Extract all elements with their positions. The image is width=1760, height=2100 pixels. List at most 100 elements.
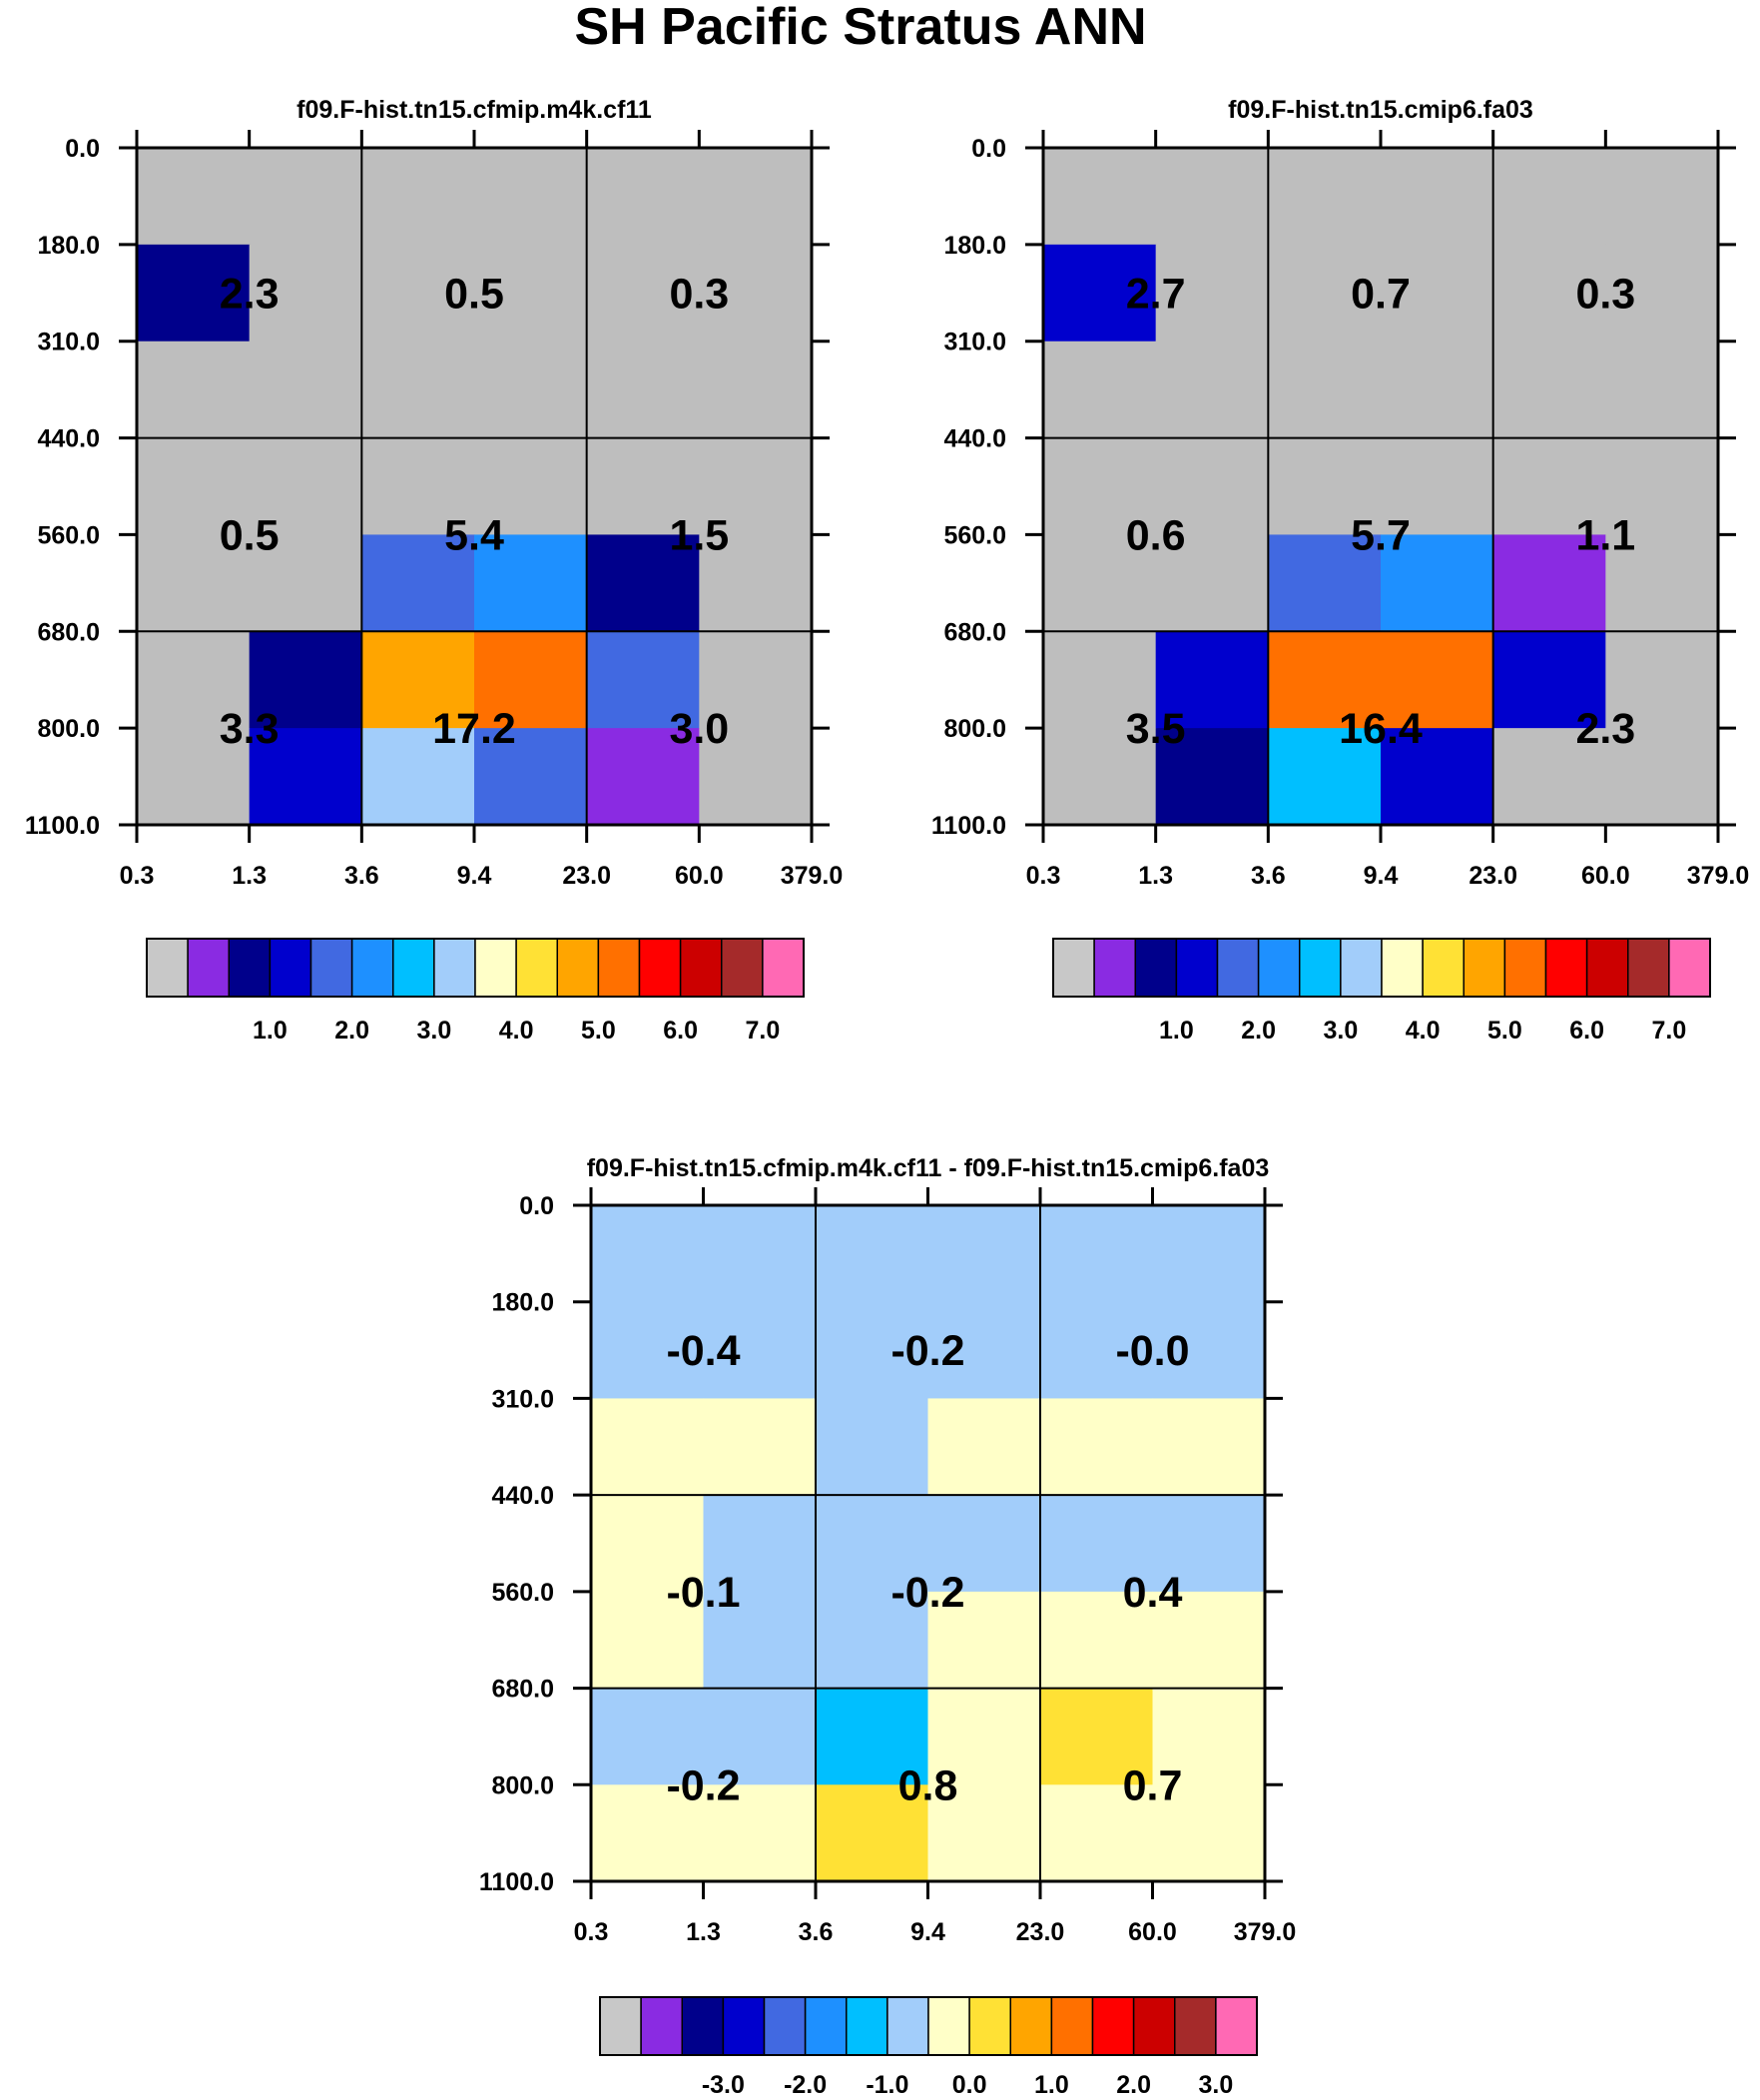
- colorbar-swatch: [763, 1996, 807, 2056]
- heatmap-cell: [1152, 1688, 1266, 1785]
- y-tick-label: 180.0: [943, 232, 1006, 260]
- heatmap-cell: [703, 1591, 817, 1690]
- heatmap-cell: [1043, 534, 1157, 632]
- colorbar-swatch: [927, 1996, 970, 2056]
- colorbar-label: 2.0: [1116, 2071, 1151, 2099]
- box-value-label: 16.4: [1339, 705, 1423, 753]
- panel-title: f09.F-hist.tn15.cfmip.m4k.cf11: [296, 96, 652, 124]
- heatmap-cell: [586, 148, 700, 246]
- colorbar: 1.0 2.0 3.0 4.0 5.0 6.0 7.0: [146, 938, 805, 1045]
- heatmap-cell: [586, 631, 700, 729]
- colorbar-swatch: [392, 938, 435, 998]
- colorbar-swatch: [187, 938, 230, 998]
- heatmap-cell: [1152, 1784, 1266, 1882]
- heatmap-cell: [1605, 728, 1719, 826]
- heatmap-cell: [699, 244, 813, 343]
- heatmap-cell: [1152, 1495, 1266, 1593]
- y-tick-label: 1100.0: [479, 1868, 554, 1896]
- colorbar-swatch: [1215, 1996, 1258, 2056]
- colorbar-label: -1.0: [866, 2071, 908, 2099]
- heatmap-cell: [474, 728, 588, 826]
- heatmap-cell: [1043, 631, 1157, 729]
- colorbar-swatch: [433, 938, 476, 998]
- heatmap-cell: [1155, 148, 1269, 246]
- panels: f09.F-hist.tn15.cfmip.m4k.cf11 0.3 1.3 3.6 9…: [25, 96, 1749, 2099]
- box-value-label: 0.6: [1126, 511, 1186, 559]
- heatmap-cell: [1381, 341, 1494, 439]
- heatmap-cell: [1152, 1301, 1266, 1400]
- box-value-label: 1.1: [1575, 511, 1635, 559]
- colorbar-label: 5.0: [581, 1017, 616, 1045]
- x-tick-label: 9.4: [457, 862, 492, 890]
- y-tick-label: 310.0: [37, 329, 100, 356]
- heatmap-cell: [1040, 1301, 1154, 1400]
- colorbar-label: 0.0: [952, 2071, 987, 2099]
- heatmap-cell: [1155, 534, 1269, 632]
- colorbar-label: 7.0: [1651, 1017, 1686, 1045]
- heatmap-cell: [927, 1301, 1041, 1400]
- x-tick-label: 9.4: [1364, 862, 1399, 890]
- colorbar: -3.0 -2.0 -1.0 0.0 1.0 2.0 3.0: [599, 1996, 1258, 2099]
- x-tick-label: 379.0: [1234, 1918, 1297, 1946]
- colorbar-label: 3.0: [416, 1017, 451, 1045]
- heatmap-cell: [1268, 631, 1382, 729]
- heatmap-cell: [474, 341, 588, 439]
- colorbar-swatch: [1257, 938, 1301, 998]
- heatmap-cell: [591, 1591, 705, 1690]
- heatmap-cell: [249, 631, 362, 729]
- colorbar-swatch: [1668, 938, 1711, 998]
- heatmap-cell: [1155, 341, 1269, 439]
- colorbar-swatch: [1544, 938, 1588, 998]
- heatmap-cell: [586, 244, 700, 343]
- colorbar-border: [599, 1996, 1258, 2056]
- y-tick-label: 310.0: [943, 329, 1006, 356]
- colorbar-swatch: [640, 1996, 683, 2056]
- heatmap-cell: [474, 437, 588, 536]
- heatmap-cell: [1152, 1591, 1266, 1690]
- colorbar-swatch: [599, 1996, 642, 2056]
- colorbar-swatch: [1132, 1996, 1176, 2056]
- colorbar-swatch: [886, 1996, 929, 2056]
- heatmap-cell: [703, 1398, 817, 1496]
- heatmap-cell: [249, 534, 362, 632]
- heatmap-cell: [591, 1205, 705, 1303]
- box-value-label: -0.2: [890, 1327, 964, 1375]
- box-value-label: 0.4: [1123, 1569, 1183, 1617]
- heatmap-cell: [1155, 631, 1269, 729]
- box-value-label: -0.2: [666, 1761, 740, 1809]
- x-tick-label: 1.3: [1138, 862, 1173, 890]
- heatmap-cell: [249, 244, 362, 343]
- colorbar-label: 5.0: [1487, 1017, 1522, 1045]
- colorbar-label: 3.0: [1323, 1017, 1358, 1045]
- x-tick-label: 60.0: [1128, 1918, 1177, 1946]
- heatmap-cell: [1605, 437, 1719, 536]
- heatmap-cell: [1605, 534, 1719, 632]
- x-tick-label: 3.6: [1251, 862, 1286, 890]
- colorbar-border: [1052, 938, 1711, 998]
- y-tick-label: 310.0: [491, 1385, 554, 1413]
- colorbar-label: 1.0: [1159, 1017, 1194, 1045]
- colorbar: 1.0 2.0 3.0 4.0 5.0 6.0 7.0: [1052, 938, 1711, 1045]
- x-tick-label: 60.0: [1581, 862, 1630, 890]
- x-tick-label: 1.3: [686, 1918, 721, 1946]
- heatmap-cell: [927, 1591, 1041, 1690]
- y-tick-label: 1100.0: [25, 812, 100, 840]
- heatmap-cell: [474, 534, 588, 632]
- colorbar-swatch: [1585, 938, 1629, 998]
- y-tick-label: 680.0: [491, 1676, 554, 1704]
- heatmap-cell: [1381, 534, 1494, 632]
- heatmap-cell: [474, 148, 588, 246]
- heatmap-cell: [474, 244, 588, 343]
- colorbar-swatch: [1093, 938, 1136, 998]
- heatmap-cell: [1268, 437, 1382, 536]
- box-value-label: -0.1: [666, 1569, 740, 1617]
- heatmap-cell: [1043, 437, 1157, 536]
- heatmap-cell: [927, 1205, 1041, 1303]
- x-tick-label: 0.3: [574, 1918, 609, 1946]
- y-tick-label: 560.0: [37, 521, 100, 549]
- y-tick-label: 800.0: [37, 715, 100, 743]
- y-tick-label: 560.0: [491, 1579, 554, 1607]
- colorbar-swatch: [1216, 938, 1260, 998]
- x-tick-label: 60.0: [675, 862, 724, 890]
- colorbar-swatch: [679, 938, 723, 998]
